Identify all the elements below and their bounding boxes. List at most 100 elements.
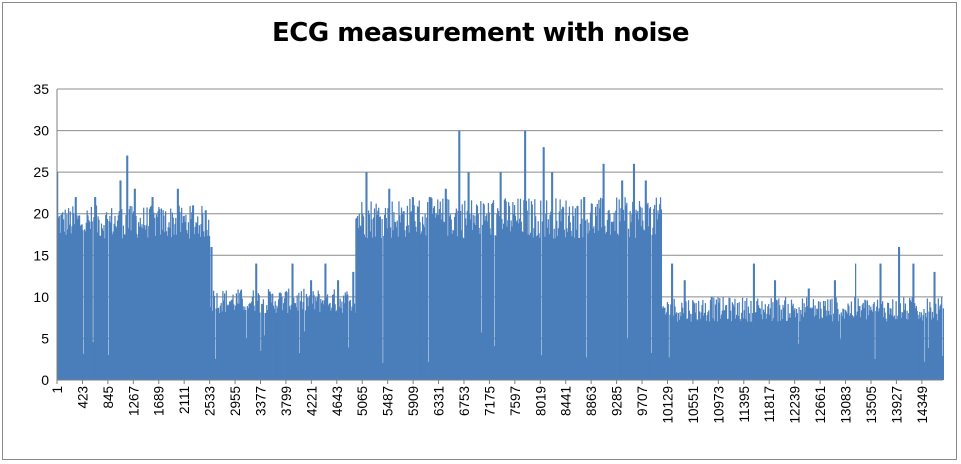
bar: [834, 280, 836, 380]
bar: [355, 218, 357, 380]
bar: [155, 213, 157, 380]
bar: [746, 321, 749, 380]
bar: [698, 300, 700, 380]
bar: [596, 203, 598, 380]
bar: [899, 303, 901, 380]
bar: [757, 305, 760, 380]
bar: [188, 238, 190, 380]
bar: [480, 201, 482, 380]
bar-series: [57, 130, 944, 380]
bar: [691, 314, 693, 380]
bar: [772, 302, 774, 380]
bar: [227, 305, 229, 380]
bar: [697, 320, 699, 380]
bar: [110, 222, 112, 380]
bar: [146, 207, 148, 380]
y-tick-label: 15: [33, 247, 49, 263]
bar: [584, 220, 587, 380]
bar: [919, 317, 922, 380]
bar: [518, 223, 520, 380]
bar: [634, 237, 636, 380]
bar: [154, 217, 156, 380]
bar: [832, 321, 834, 380]
bar: [277, 307, 279, 380]
bar: [109, 215, 111, 380]
bar: [578, 237, 580, 380]
bar: [165, 231, 168, 380]
bar: [405, 226, 408, 380]
bar: [429, 197, 431, 380]
x-tick-label: 7597: [508, 386, 523, 416]
bar: [811, 307, 814, 380]
bar: [713, 297, 715, 380]
bar: [875, 311, 877, 380]
bar: [522, 231, 524, 380]
bar: [465, 225, 468, 380]
bar: [824, 300, 826, 380]
bar: [63, 231, 65, 380]
bar: [916, 310, 918, 380]
bar: [492, 200, 495, 380]
bar: [920, 312, 923, 380]
bar: [154, 235, 157, 380]
bar: [457, 210, 459, 380]
bar: [186, 229, 188, 380]
bar: [894, 319, 896, 380]
bar: [849, 315, 851, 380]
bar: [747, 306, 750, 380]
bar: [787, 303, 789, 380]
bar: [882, 317, 885, 380]
bar: [487, 203, 490, 380]
bar: [745, 319, 747, 380]
bar: [291, 263, 293, 380]
y-tick-label: 10: [33, 289, 49, 305]
bar: [132, 211, 135, 380]
bar: [811, 308, 813, 380]
bar: [250, 303, 252, 380]
bar: [609, 214, 611, 380]
bar: [551, 172, 553, 380]
bar: [512, 202, 514, 380]
bar: [635, 209, 637, 380]
bar: [817, 301, 820, 380]
bar: [717, 297, 719, 380]
bar: [407, 225, 409, 380]
x-tick-label: 5065: [355, 386, 370, 416]
x-tick-label: 3799: [279, 386, 294, 416]
bar: [829, 299, 831, 380]
bar: [582, 237, 584, 380]
bar: [699, 318, 701, 380]
bar: [874, 358, 876, 380]
bar: [859, 306, 861, 380]
bar: [544, 236, 546, 380]
bar: [315, 297, 317, 380]
bar: [647, 202, 649, 380]
bar: [151, 197, 153, 380]
bar: [726, 319, 728, 380]
bar: [149, 206, 152, 380]
bar: [492, 202, 494, 380]
bar: [307, 306, 309, 380]
bar: [124, 234, 126, 380]
bar: [758, 307, 761, 380]
bar: [730, 310, 732, 380]
bar: [240, 290, 242, 380]
bar: [765, 318, 767, 380]
bar: [462, 237, 464, 380]
bar: [942, 308, 944, 380]
bar: [589, 212, 592, 380]
bar: [143, 225, 146, 380]
bar: [438, 215, 440, 380]
bar: [728, 297, 730, 380]
bar: [538, 233, 540, 380]
bar: [827, 310, 830, 380]
bar: [194, 226, 196, 380]
bar: [200, 224, 202, 380]
bar: [603, 163, 605, 380]
bar: [204, 210, 206, 380]
bar: [654, 204, 656, 380]
bar: [790, 299, 793, 380]
bar: [812, 299, 815, 380]
y-tick-label: 20: [33, 206, 49, 222]
bar: [416, 231, 418, 380]
